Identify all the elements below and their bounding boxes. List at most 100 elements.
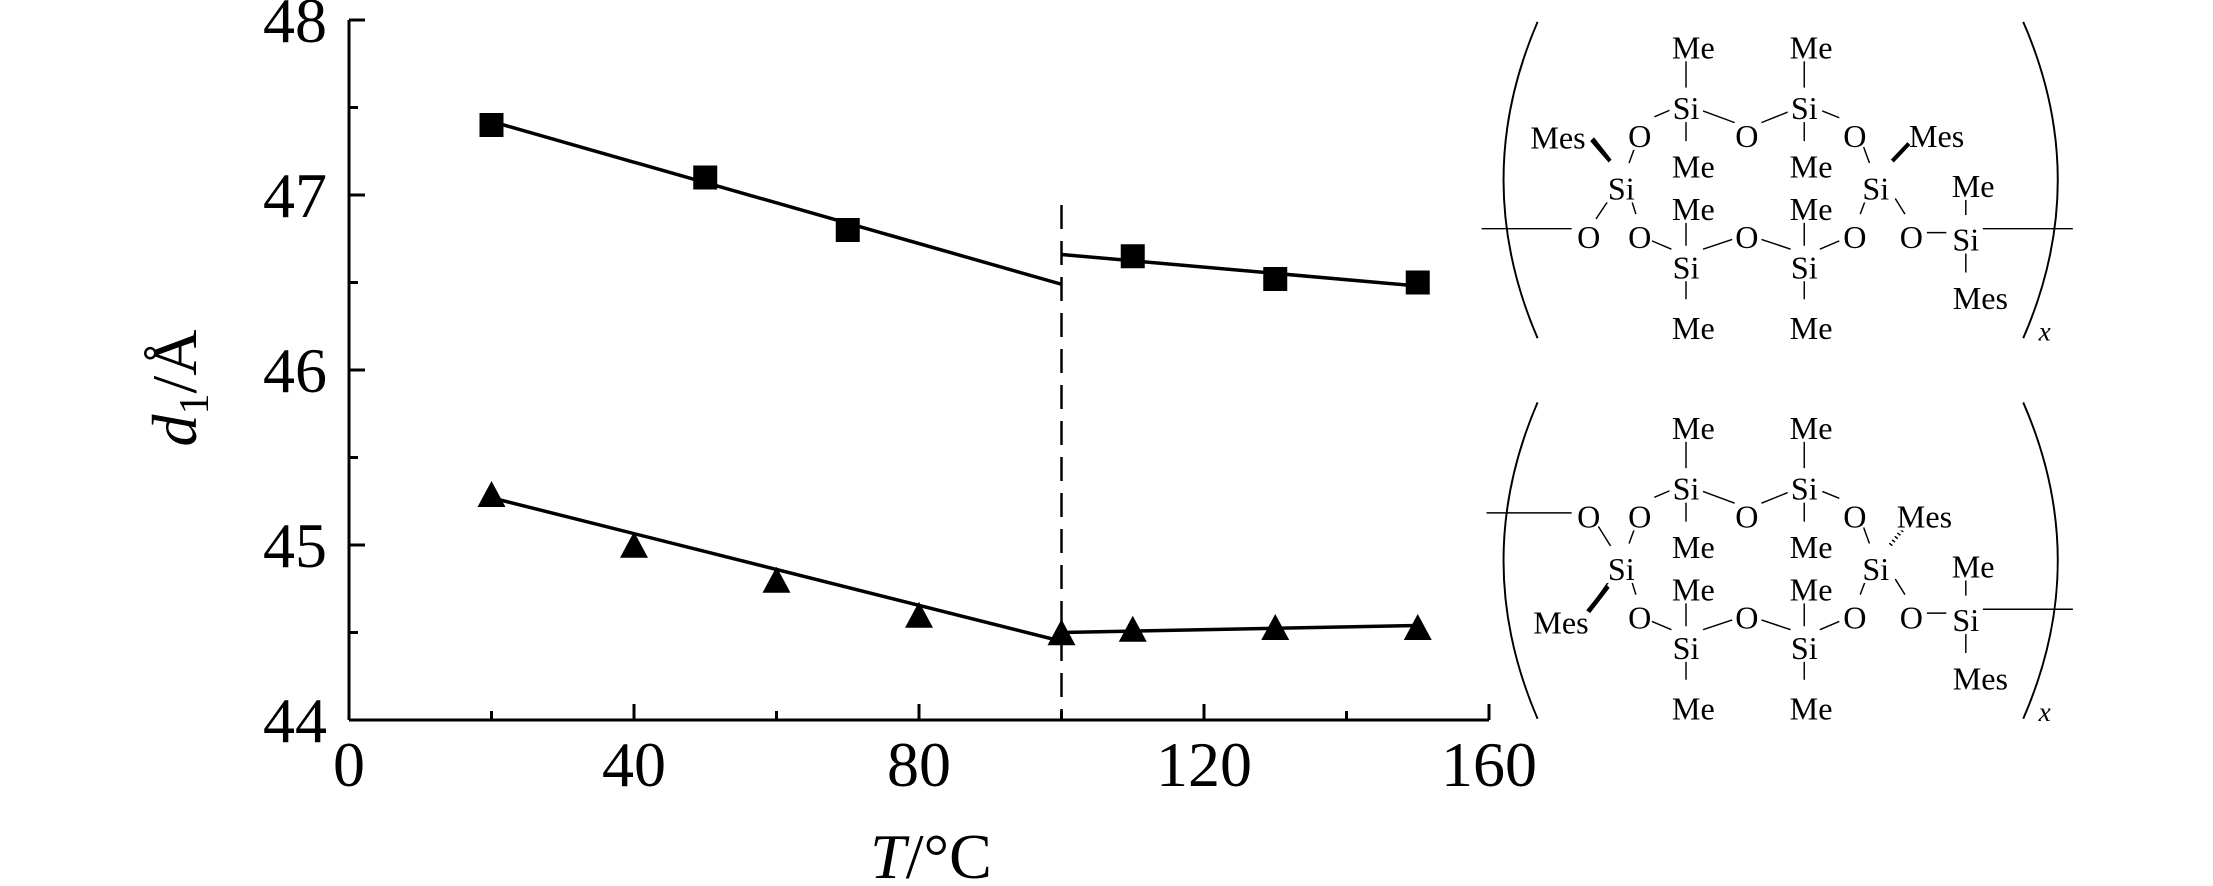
label-bg	[1533, 126, 1583, 152]
x-axis-label: T/°C	[870, 821, 992, 886]
bond	[1654, 108, 1672, 118]
label-bg	[1794, 197, 1828, 223]
label-bg	[1794, 578, 1828, 604]
label-bg	[1949, 608, 1983, 635]
atom-label: Me	[1672, 310, 1715, 346]
atom-label: Mes	[1533, 605, 1588, 641]
triangle-point	[1261, 614, 1290, 640]
label-bg	[1955, 667, 2006, 693]
atom-label: Si	[1862, 551, 1889, 587]
atom-label: O	[1900, 219, 1923, 255]
atom-label: O	[1843, 498, 1866, 534]
atom-label: Me	[1952, 549, 1995, 585]
y-tick-label: 45	[263, 510, 327, 581]
label-bg	[1669, 477, 1703, 503]
wedge-bond	[1586, 584, 1610, 614]
atom-label: Mes	[1897, 498, 1952, 534]
atom-label: Si	[1673, 471, 1700, 507]
bond	[1702, 619, 1733, 631]
label-bg	[1787, 477, 1821, 503]
atom-label: Si	[1608, 551, 1635, 587]
triangle-point	[762, 566, 791, 593]
y-tick-label: 47	[263, 160, 327, 231]
label-bg	[1787, 636, 1821, 662]
label-bg	[1899, 505, 1950, 531]
bond	[1862, 527, 1871, 544]
label-bg	[1846, 505, 1864, 531]
atom-label: Mes	[1909, 118, 1964, 154]
label-bg	[1956, 174, 1990, 200]
atom-label: Si	[1791, 249, 1818, 285]
square-point	[1120, 244, 1145, 269]
x-tick-label: 160	[1441, 729, 1537, 800]
fit-line	[491, 119, 1062, 286]
atom-label: Mes	[1953, 280, 2008, 316]
y-axis-label: d1/Å	[139, 330, 218, 447]
label-bg	[1956, 555, 1990, 581]
label-bg	[1676, 535, 1710, 562]
label-bg	[1794, 36, 1828, 62]
atom-label: Me	[1672, 29, 1715, 65]
repeat-subscript: x	[2038, 697, 2051, 727]
atom-label: O	[1843, 219, 1866, 255]
square-point	[1263, 267, 1288, 291]
atom-label: Me	[1952, 168, 1995, 204]
atom-label: Me	[1790, 691, 1833, 727]
label-bg	[1738, 505, 1756, 531]
label-bg	[1794, 155, 1828, 181]
fit-line	[1061, 623, 1418, 635]
atom-label: Si	[1673, 249, 1700, 285]
y-tick-label: 46	[263, 335, 327, 406]
bond	[1761, 619, 1791, 631]
label-bg	[1738, 225, 1756, 252]
wedge-bond	[1590, 137, 1612, 163]
bond	[1702, 490, 1735, 504]
label-bg	[1859, 177, 1893, 203]
atom-label: Si	[1862, 171, 1889, 207]
atom-label: Me	[1672, 529, 1715, 565]
atom-label: O	[1735, 219, 1758, 255]
atom-label: Si	[1608, 171, 1635, 207]
label-bg	[1794, 535, 1828, 562]
label-bg	[1911, 124, 1962, 150]
atom-label: Si	[1791, 630, 1818, 666]
bond	[1894, 198, 1906, 215]
x-tick-label: 0	[333, 729, 365, 800]
atom-label: O	[1735, 118, 1758, 154]
x-tick-label: 80	[887, 729, 951, 800]
bond	[1702, 110, 1735, 124]
label-bg	[1794, 316, 1828, 343]
atom-label: O	[1900, 600, 1923, 636]
atom-label: O	[1843, 118, 1866, 154]
label-bg	[1631, 225, 1649, 252]
atom-label: Me	[1672, 691, 1715, 727]
label-bg	[1676, 316, 1710, 343]
label-bg	[1604, 557, 1638, 583]
label-bg	[1903, 606, 1920, 632]
right-bracket	[2022, 402, 2059, 720]
axes: 0 40 80 120 160 44 45 46 47 48	[263, 0, 1537, 800]
atom-label: Mes	[1953, 661, 2008, 697]
label-bg	[1604, 177, 1638, 203]
triangle-point	[905, 601, 933, 628]
label-bg	[1846, 225, 1864, 252]
square-point	[479, 113, 504, 137]
atom-label: O	[1577, 219, 1600, 255]
label-bg	[1955, 286, 2006, 312]
atom-label: Si	[1673, 90, 1700, 126]
bond	[1654, 489, 1672, 498]
label-bg	[1631, 606, 1649, 632]
label-bg	[1859, 557, 1893, 583]
label-bg	[1794, 697, 1828, 723]
triangle-point	[1118, 615, 1147, 642]
label-bg	[1669, 96, 1703, 123]
triangle-point	[477, 481, 506, 507]
square-point	[1405, 270, 1430, 295]
repeat-subscript: x	[2038, 317, 2051, 347]
label-bg	[1669, 636, 1703, 662]
x-tick-label: 120	[1156, 729, 1252, 800]
atom-label: Si	[1673, 630, 1700, 666]
label-bg	[1846, 124, 1864, 150]
label-bg	[1676, 697, 1710, 723]
